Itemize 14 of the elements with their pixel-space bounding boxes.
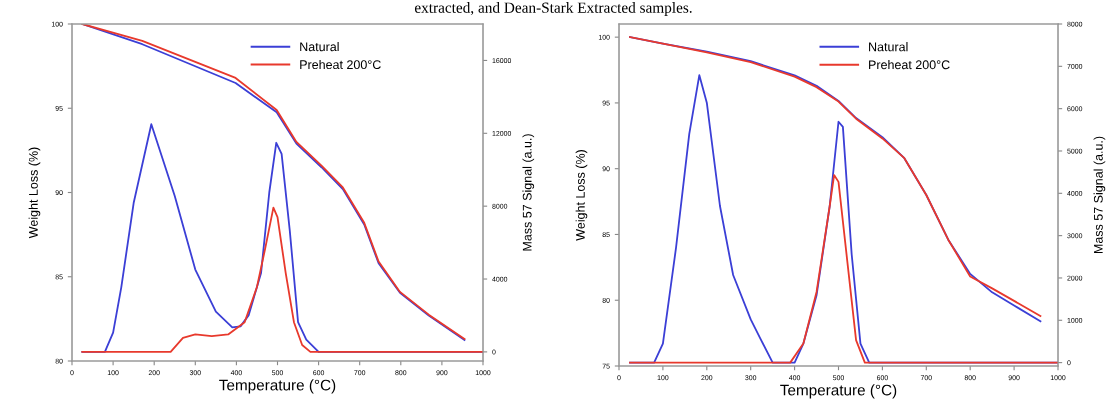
legend-label: Preheat 200°C (300, 59, 381, 70)
legend-label: Natural (300, 41, 339, 52)
line-series (629, 174, 1058, 364)
line-series (81, 206, 483, 353)
legend-label: Preheat 200°C (869, 59, 950, 70)
y2-axis-title: Mass 57 Signal (a.u.) (1093, 136, 1106, 254)
y-axis-title: Weight Loss (%) (28, 147, 41, 239)
line-series (81, 24, 466, 341)
legend-label: Natural (869, 42, 908, 52)
y2-axis-title: Mass 57 Signal (a.u.) (522, 134, 535, 251)
y-axis-title: Weight Loss (%) (575, 150, 588, 241)
text: extracted, and Dean-Stark Extracted samples. (414, 2, 692, 16)
x-axis-title: Temperature (°C) (219, 379, 336, 394)
x-axis-title: Temperature (°C) (780, 384, 897, 399)
